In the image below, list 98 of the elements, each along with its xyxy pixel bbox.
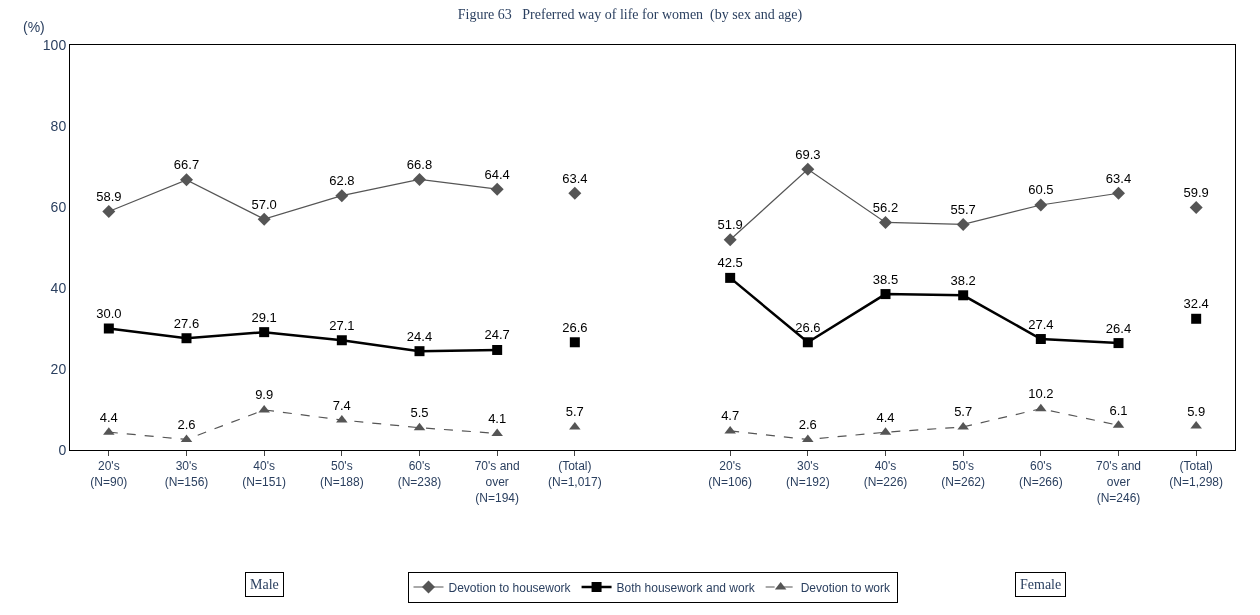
point <box>569 337 580 348</box>
x-tick-label: (Total) (N=1,017) <box>547 459 602 489</box>
data-label: 4.1 <box>488 410 507 426</box>
point <box>1035 403 1047 412</box>
data-label: 30.0 <box>96 306 122 321</box>
y-tick-label: 80 <box>50 117 67 134</box>
data-label: 27.1 <box>329 317 355 333</box>
x-tick-label: 30's (N=156) <box>164 459 209 489</box>
data-label: 64.4 <box>484 166 510 182</box>
data-label: 55.7 <box>950 201 976 217</box>
data-label: 60.5 <box>1028 182 1054 198</box>
point <box>336 335 347 346</box>
point <box>1191 313 1202 324</box>
data-label: 2.6 <box>798 416 817 432</box>
x-tick-label: 20's (N=90) <box>90 459 128 489</box>
data-label: 26.6 <box>562 319 588 335</box>
point <box>879 215 892 229</box>
x-tick-label: 50's (N=188) <box>319 459 364 489</box>
point <box>181 333 192 344</box>
data-label: 66.8 <box>406 156 433 172</box>
data-label: 24.7 <box>484 327 510 343</box>
point <box>490 182 504 196</box>
data-label: 5.7 <box>565 404 584 420</box>
x-tick-label: 60's (N=238) <box>397 459 442 489</box>
data-label: 27.4 <box>1028 316 1054 332</box>
point <box>180 173 193 187</box>
x-tick-label: 50's (N=262) <box>941 459 986 489</box>
data-label: 5.7 <box>954 404 973 420</box>
legend-label: Both housework and work <box>616 580 756 595</box>
data-label: 29.1 <box>251 309 277 325</box>
point <box>413 172 426 186</box>
point <box>1034 198 1048 212</box>
y-tick-label: 100 <box>42 36 67 53</box>
data-label: 56.2 <box>872 199 899 215</box>
data-label: 5.5 <box>410 405 429 421</box>
y-tick-label: 0 <box>58 441 67 458</box>
data-label: 69.3 <box>795 146 821 162</box>
data-label: 27.6 <box>173 315 200 331</box>
data-label: 4.4 <box>876 409 895 425</box>
point <box>335 189 349 203</box>
data-label: 66.7 <box>173 157 200 173</box>
data-label: 58.9 <box>96 188 122 204</box>
x-tick-label: (Total) (N=1,298) <box>1169 459 1224 489</box>
point <box>492 344 503 355</box>
point <box>956 217 970 231</box>
point <box>801 162 815 176</box>
point <box>880 289 891 300</box>
point <box>1189 200 1203 214</box>
point <box>1035 334 1046 345</box>
data-label: 7.4 <box>332 397 351 413</box>
x-tick-label: 40's (N=151) <box>242 459 287 489</box>
data-label: 63.4 <box>562 170 588 186</box>
x-tick-label: 20's (N=106) <box>708 459 753 489</box>
chart-title: Figure 63 Preferred way of life for women (by sex and age) <box>457 7 803 24</box>
point <box>259 327 270 338</box>
x-tick-label: 70's and over (N=246) <box>1096 459 1141 505</box>
data-label: 26.6 <box>795 319 821 335</box>
data-label: 59.9 <box>1183 184 1209 200</box>
point <box>723 233 737 247</box>
legend-label: Devotion to housework <box>448 580 572 595</box>
data-label: 57.0 <box>251 196 277 212</box>
y-tick-label: 40 <box>50 279 67 296</box>
data-label: 63.4 <box>1105 170 1132 186</box>
x-tick-label: 40's (N=226) <box>863 459 908 489</box>
text: Female <box>1020 577 1062 592</box>
x-tick-label: 60's (N=266) <box>1018 459 1063 489</box>
data-label: 51.9 <box>717 217 743 233</box>
y-axis-title: (%) <box>23 19 45 35</box>
data-label: 62.8 <box>329 173 355 189</box>
point <box>1113 338 1124 349</box>
data-label: 42.5 <box>717 255 743 271</box>
point <box>1112 186 1125 200</box>
point <box>103 323 114 334</box>
data-label: 6.1 <box>1109 402 1128 418</box>
x-tick-label: 70's and over (N=194) <box>474 459 520 505</box>
data-label: 4.4 <box>99 409 118 425</box>
data-label: 26.4 <box>1105 320 1132 336</box>
data-label: 9.9 <box>255 387 274 403</box>
data-label: 24.4 <box>406 328 433 344</box>
point <box>802 337 813 348</box>
text: Male <box>250 577 279 592</box>
data-label: 2.6 <box>177 416 196 432</box>
point <box>958 290 969 301</box>
legend-label: Devotion to work <box>800 580 892 595</box>
point <box>725 272 736 283</box>
point <box>257 212 271 226</box>
data-label: 4.7 <box>721 408 740 424</box>
point <box>568 186 582 200</box>
y-tick-label: 60 <box>50 198 67 215</box>
point <box>102 204 116 218</box>
data-label: 32.4 <box>1183 296 1209 312</box>
x-tick-label: 30's (N=192) <box>785 459 830 489</box>
data-label: 5.9 <box>1187 403 1206 419</box>
point <box>414 346 425 357</box>
data-label: 38.5 <box>872 271 899 287</box>
data-label: 38.2 <box>950 272 976 288</box>
y-tick-label: 20 <box>50 360 67 377</box>
data-label: 10.2 <box>1028 386 1054 402</box>
